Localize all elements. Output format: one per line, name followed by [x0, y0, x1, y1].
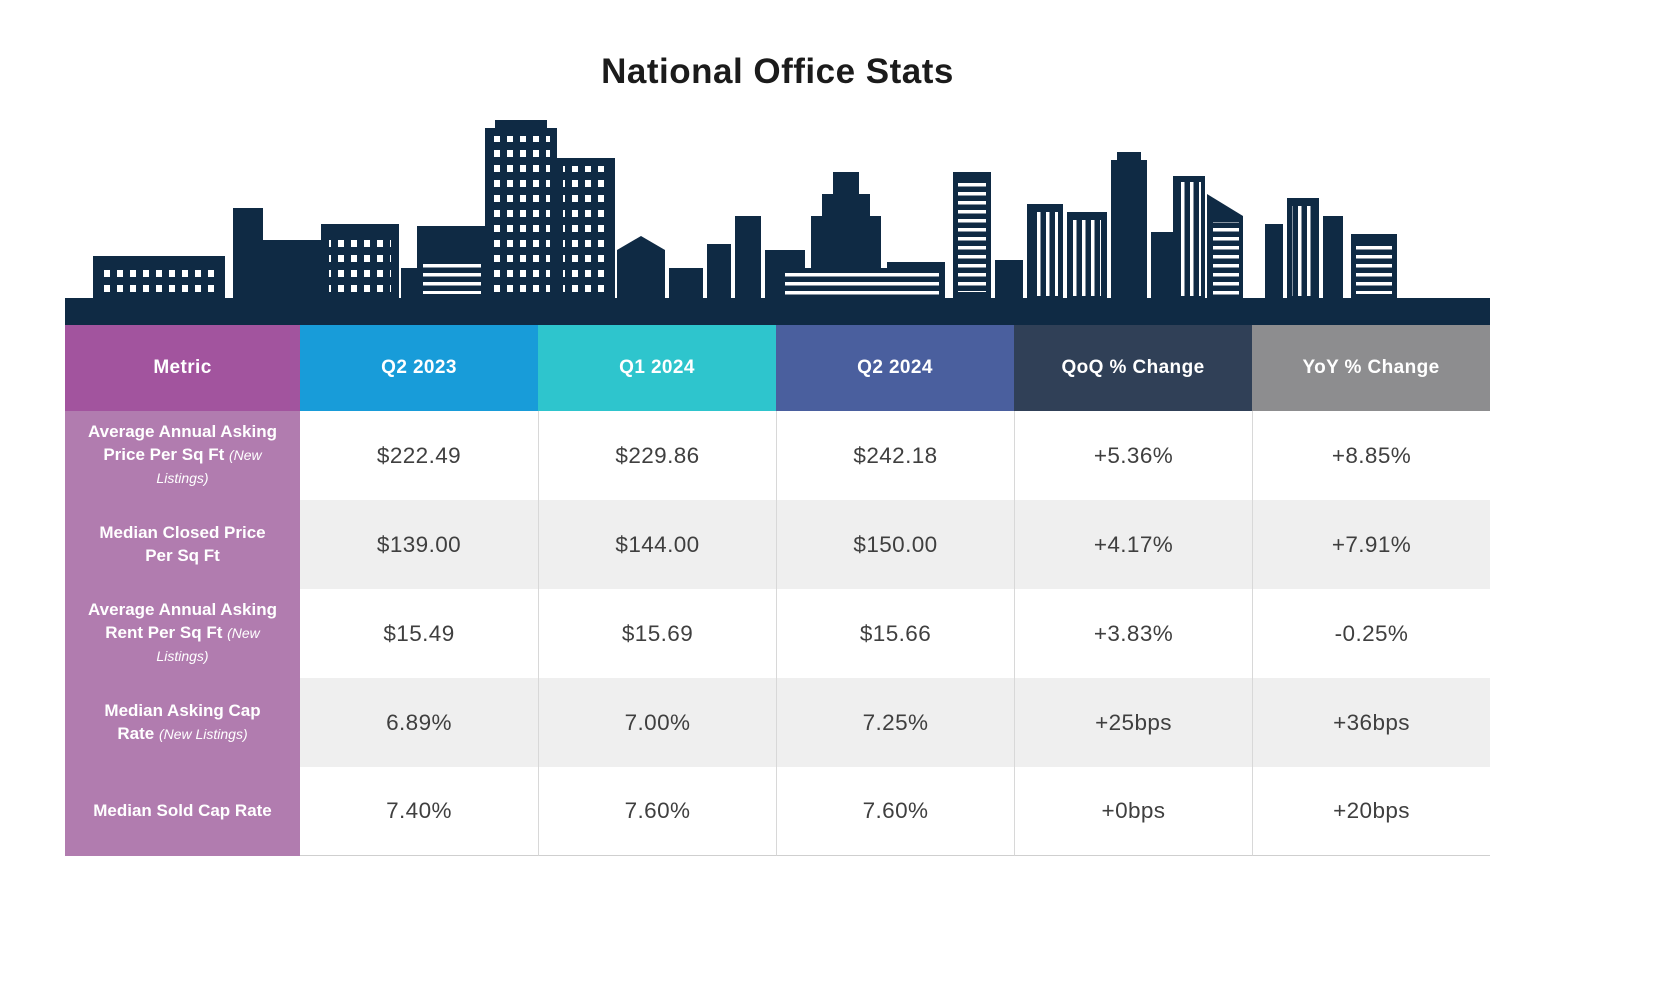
column-header-q2-2024: Q2 2024 — [776, 325, 1014, 411]
table-cell: +5.36% — [1014, 411, 1252, 500]
table-cell: $229.86 — [538, 411, 776, 500]
metric-cell: Average Annual Asking Price Per Sq Ft (N… — [65, 411, 300, 500]
column-header-qoq-change: QoQ % Change — [1014, 325, 1252, 411]
stats-table: Metric Q2 2023 Q1 2024 Q2 2024 QoQ % Cha… — [65, 325, 1490, 856]
metric-cell: Average Annual Asking Rent Per Sq Ft (Ne… — [65, 589, 300, 678]
column-header-metric: Metric — [65, 325, 300, 411]
table-cell: 7.00% — [538, 678, 776, 767]
metric-note: (New Listings) — [156, 447, 262, 486]
table-cell: $15.69 — [538, 589, 776, 678]
metric-cell: Median Sold Cap Rate — [65, 767, 300, 856]
metric-label: Average Annual Asking Price Per Sq Ft — [88, 422, 277, 465]
table-cell: $139.00 — [300, 500, 538, 589]
table-cell: 7.60% — [538, 767, 776, 856]
table-cell: $15.49 — [300, 589, 538, 678]
table-cell: $242.18 — [776, 411, 1014, 500]
table-cell: +8.85% — [1252, 411, 1490, 500]
table-cell: $15.66 — [776, 589, 1014, 678]
table-cell: -0.25% — [1252, 589, 1490, 678]
table-cell: $144.00 — [538, 500, 776, 589]
table-cell: +0bps — [1014, 767, 1252, 856]
table-cell: 7.25% — [776, 678, 1014, 767]
city-skyline-graphic — [65, 120, 1490, 325]
table-cell: +20bps — [1252, 767, 1490, 856]
table-cell: +7.91% — [1252, 500, 1490, 589]
metric-label: Average Annual Asking Rent Per Sq Ft — [88, 600, 277, 643]
table-cell: 7.40% — [300, 767, 538, 856]
metric-note: (New Listings) — [156, 625, 260, 664]
infographic: National Office Stats — [65, 0, 1490, 856]
metric-cell: Median Closed Price Per Sq Ft — [65, 500, 300, 589]
table-cell: 7.60% — [776, 767, 1014, 856]
table-cell: $222.49 — [300, 411, 538, 500]
metric-label: Median Closed Price Per Sq Ft — [99, 522, 266, 565]
page-title: National Office Stats — [601, 52, 954, 91]
table-cell: +3.83% — [1014, 589, 1252, 678]
table-cell: +25bps — [1014, 678, 1252, 767]
column-header-yoy-change: YoY % Change — [1252, 325, 1490, 411]
column-header-q2-2023: Q2 2023 — [300, 325, 538, 411]
table-cell: +36bps — [1252, 678, 1490, 767]
metric-label: Median Sold Cap Rate — [93, 801, 272, 821]
column-header-q1-2024: Q1 2024 — [538, 325, 776, 411]
metric-note: (New Listings) — [158, 725, 248, 742]
metric-cell: Median Asking Cap Rate (New Listings) — [65, 678, 300, 767]
metric-label: Median Asking Cap Rate — [104, 700, 261, 743]
table-cell: +4.17% — [1014, 500, 1252, 589]
table-cell: $150.00 — [776, 500, 1014, 589]
table-cell: 6.89% — [300, 678, 538, 767]
